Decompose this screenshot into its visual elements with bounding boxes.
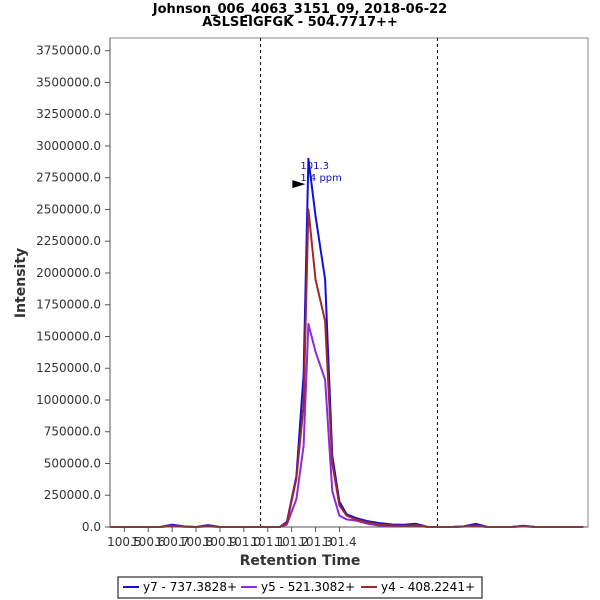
chart-title: Johnson_006_4063_3151_09, 2018-06-22 — [152, 2, 447, 17]
x-tick-label: 101.2 — [274, 535, 308, 549]
y-tick-label: 2000000.0 — [36, 266, 101, 280]
y-tick-label: 2250000.0 — [36, 234, 101, 248]
plot-area — [109, 37, 589, 528]
legend: y7 - 737.3828+ y5 - 521.3082+ y4 - 408.224… — [117, 576, 483, 599]
legend-label-1: y5 - 521.3082+ — [261, 580, 355, 594]
x-tick-label: 100.5 — [107, 535, 141, 549]
y-tick-label: 1500000.0 — [36, 329, 101, 343]
y-tick-label: 1000000.0 — [36, 393, 101, 407]
legend-box — [117, 576, 483, 599]
y-tick-label: 3250000.0 — [36, 107, 101, 121]
legend-label-2: y4 - 408.2241+ — [381, 580, 475, 594]
y-tick-label: 750000.0 — [44, 425, 101, 439]
legend-label-0: y7 - 737.3828+ — [143, 580, 237, 594]
x-tick-label: 101.1 — [251, 535, 285, 549]
y-tick-label: 2500000.0 — [36, 202, 101, 216]
x-tick-label: 101.0 — [227, 535, 261, 549]
y-tick-label: 3500000.0 — [36, 75, 101, 89]
y-tick-label: 2750000.0 — [36, 171, 101, 185]
y-axis-label: Intensity — [13, 248, 29, 318]
x-tick-label: 100.8 — [179, 535, 213, 549]
y-tick-label: 500000.0 — [44, 456, 101, 470]
x-tick-label: 100.6 — [131, 535, 165, 549]
y-axis: 0.0 250000.0 500000.0 750000.0 1000000.0 1250… — [36, 38, 111, 534]
x-tick-label: 101.4 — [322, 535, 356, 549]
peak-annotation-ppm: 1.4 ppm — [300, 173, 342, 184]
chart-subtitle: ASLSEIGFGK - 504.7717++ — [202, 15, 398, 30]
peak-arrow-icon — [292, 180, 306, 189]
x-axis: 100.5100.6100.7100.8100.9101.0101.1101.2… — [107, 526, 588, 549]
y-tick-label: 1750000.0 — [36, 298, 101, 312]
y-tick-label: 1250000.0 — [36, 361, 101, 375]
x-tick-label: 101.3 — [298, 535, 332, 549]
peak-annotation: 101.3 1.4 ppm — [292, 161, 342, 189]
x-axis-label: Retention Time — [240, 553, 361, 569]
y-tick-label: 0.0 — [82, 520, 101, 534]
x-tick-label: 100.7 — [155, 535, 189, 549]
y-tick-label: 250000.0 — [44, 488, 101, 502]
x-tick-label: 100.9 — [203, 535, 237, 549]
y-tick-label: 3000000.0 — [36, 139, 101, 153]
y-tick-label: 3750000.0 — [36, 44, 101, 58]
peak-annotation-rt: 101.3 — [300, 161, 329, 172]
